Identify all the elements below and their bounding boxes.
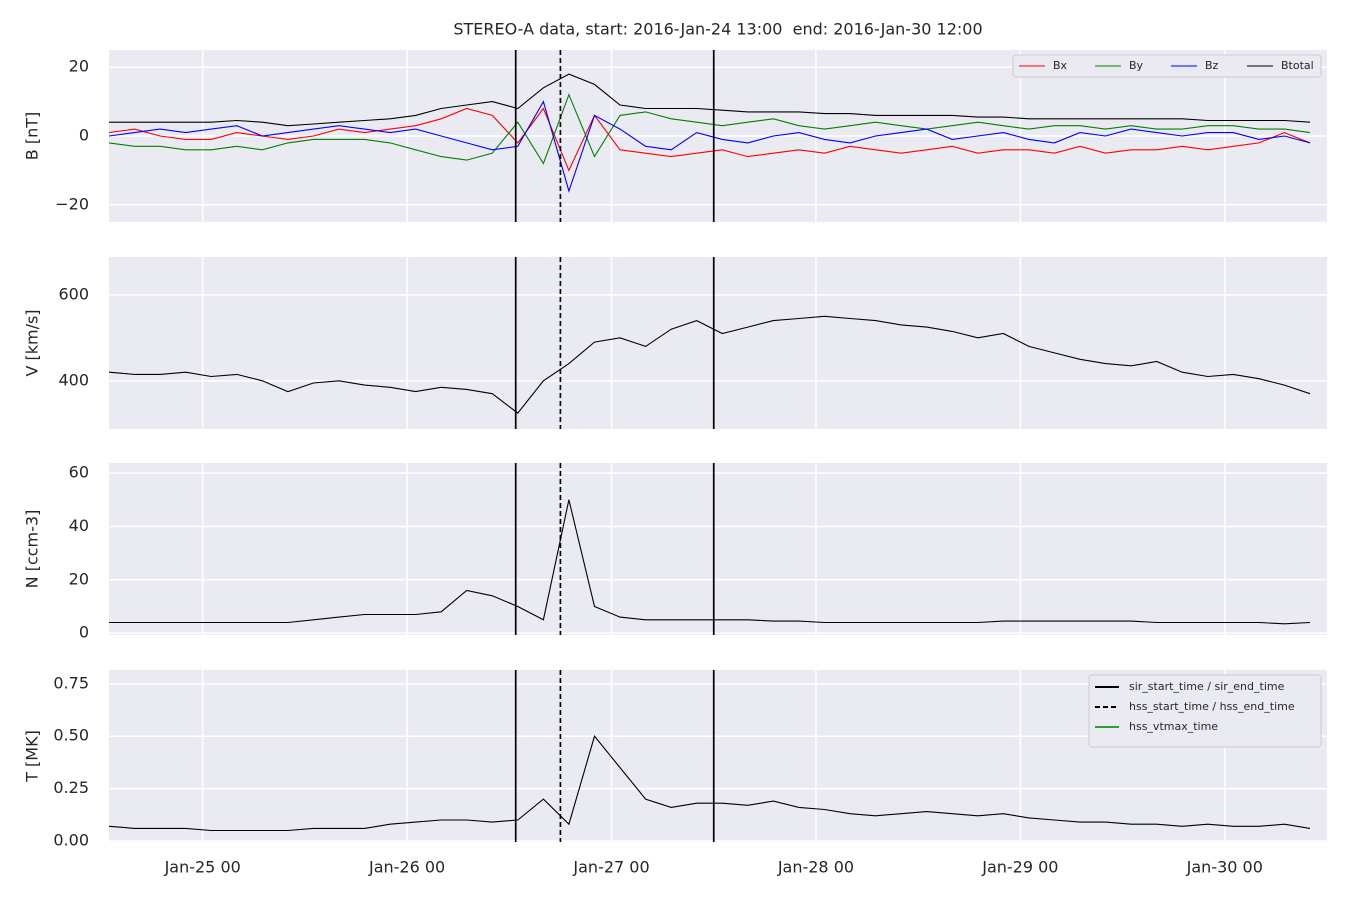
- x-tick-label: Jan-28 00: [777, 858, 854, 877]
- y-axis-label: T [MK]: [23, 730, 42, 783]
- series-line: [109, 100, 1311, 193]
- legend-label: Bz: [1205, 59, 1219, 72]
- series-line: [109, 499, 1311, 625]
- y-tick-label: 20: [69, 57, 89, 76]
- x-tick-label: Jan-25 00: [164, 858, 241, 877]
- plot-background: [109, 463, 1327, 635]
- series-group: [109, 73, 1311, 193]
- legend-label: sir_start_time / sir_end_time: [1129, 680, 1285, 693]
- y-tick-label: 0: [79, 623, 89, 642]
- panel: 0 20 40 60 N [ccm-3]: [23, 463, 1327, 642]
- series-line: [109, 93, 1311, 165]
- y-tick-label: 0.75: [53, 673, 89, 692]
- x-tick-label: Jan-26 00: [368, 858, 445, 877]
- panel: −20 0 20 B [nT] Bx By Bz Btotal: [23, 50, 1327, 222]
- y-tick-label: −20: [55, 194, 89, 213]
- y-tick-label: 20: [69, 569, 89, 588]
- x-tick-label: Jan-27 00: [572, 858, 649, 877]
- series-group: [109, 499, 1311, 625]
- y-tick-label: 0.50: [53, 726, 89, 745]
- series-line: [109, 735, 1311, 832]
- y-tick-label: 600: [58, 284, 89, 303]
- legend-label: hss_vtmax_time: [1129, 720, 1218, 733]
- series-group: [109, 735, 1311, 832]
- y-axis-label: B [nT]: [23, 112, 42, 160]
- series-line: [109, 73, 1311, 127]
- x-tick-label: Jan-30 00: [1186, 858, 1263, 877]
- y-tick-label: 40: [69, 516, 89, 535]
- y-tick-label: 400: [58, 370, 89, 389]
- series-line: [109, 315, 1311, 414]
- series-group: [109, 315, 1311, 414]
- y-tick-label: 0: [79, 126, 89, 145]
- legend-label: Bx: [1053, 59, 1068, 72]
- series-line: [109, 107, 1311, 172]
- legend-box: [1012, 54, 1322, 78]
- y-axis-label: V [km/s]: [23, 309, 42, 376]
- plot-background: [109, 257, 1327, 429]
- panel: Jan-25 00 Jan-26 00 Jan-27 00 Jan-28 00 Jan-…: [23, 670, 1327, 877]
- legend-box: [1088, 674, 1322, 748]
- y-tick-label: 60: [69, 463, 89, 482]
- legend-label: By: [1129, 59, 1144, 72]
- y-tick-label: 0.25: [53, 778, 89, 797]
- legend-label: hss_start_time / hss_end_time: [1129, 700, 1295, 713]
- y-axis-label: N [ccm-3]: [23, 510, 42, 589]
- x-tick-label: Jan-29 00: [981, 858, 1058, 877]
- chart-title: STEREO-A data, start: 2016-Jan-24 13:00 …: [453, 20, 982, 39]
- legend-label: Btotal: [1281, 59, 1314, 72]
- panel: 400 600 V [km/s]: [23, 257, 1327, 429]
- y-tick-label: 0.00: [53, 830, 89, 849]
